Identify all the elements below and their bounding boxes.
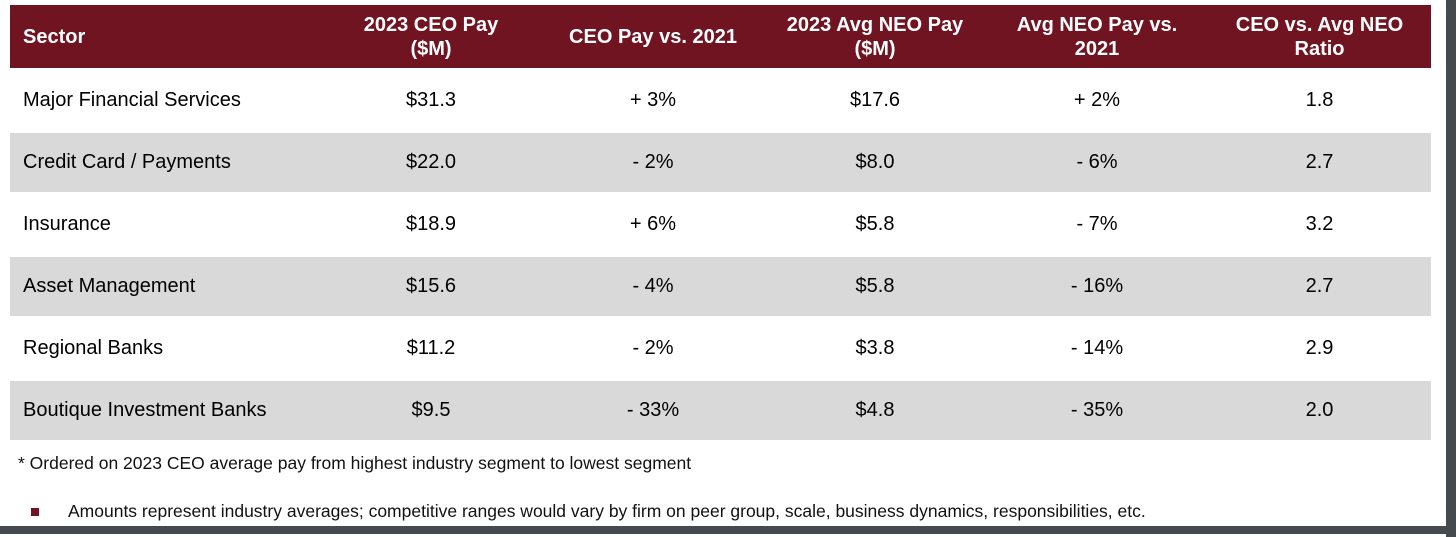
- cell-ceo-pay-change: + 3%: [629, 89, 677, 111]
- cell-ceo-pay: $9.5: [411, 399, 451, 421]
- table-row-boutique-investment-banks: Boutique Investment Banks $9.5 - 33% $4.…: [10, 381, 1431, 440]
- cell-neo-pay-change: - 14%: [1070, 337, 1124, 359]
- column-header-avg-neo-pay-vs-2021: Avg NEO Pay vs. 2021: [986, 5, 1208, 68]
- cell-ceo-pay-change: + 6%: [629, 213, 677, 235]
- cell-sector: Credit Card / Payments: [23, 151, 231, 173]
- cell-ratio: 3.2: [1305, 213, 1334, 235]
- cell-sector: Boutique Investment Banks: [23, 399, 267, 421]
- table-header-row: Sector 2023 CEO Pay ($M) CEO Pay vs. 202…: [10, 5, 1431, 68]
- cell-neo-pay: $17.6: [849, 89, 901, 111]
- cell-neo-pay-change: + 2%: [1073, 89, 1121, 111]
- column-header-label: 2023 CEO Pay: [363, 13, 499, 36]
- column-header-label: Avg NEO Pay vs.: [1016, 13, 1178, 36]
- cell-ceo-pay: $11.2: [406, 337, 456, 359]
- column-header-ceo-vs-avg-neo-ratio: CEO vs. Avg NEO Ratio: [1208, 5, 1431, 68]
- cell-ceo-pay: $15.6: [405, 275, 457, 297]
- cell-sector: Asset Management: [23, 275, 196, 297]
- cell-ratio: 2.9: [1305, 337, 1334, 359]
- cell-neo-pay: $8.0: [855, 151, 895, 173]
- cell-sector: Regional Banks: [23, 337, 164, 359]
- table-row-regional-banks: Regional Banks $11.2 - 2% $3.8 - 14% 2.9: [10, 319, 1431, 378]
- cell-sector: Major Financial Services: [23, 89, 241, 111]
- cell-neo-pay: $5.8: [855, 275, 895, 297]
- column-header-label: CEO vs. Avg NEO: [1235, 13, 1404, 36]
- cell-neo-pay: $3.8: [855, 337, 895, 359]
- cell-ratio: 1.8: [1305, 89, 1334, 111]
- cell-ceo-pay-change: - 4%: [632, 275, 674, 297]
- cell-ceo-pay: $18.9: [405, 213, 457, 235]
- column-header-2023-avg-neo-pay: 2023 Avg NEO Pay ($M): [764, 5, 986, 68]
- cell-neo-pay-change: - 7%: [1076, 213, 1118, 235]
- cell-neo-pay-change: - 16%: [1070, 275, 1124, 297]
- cell-neo-pay-change: - 35%: [1070, 399, 1124, 421]
- cell-neo-pay: $4.8: [855, 399, 895, 421]
- table-row-asset-management: Asset Management $15.6 - 4% $5.8 - 16% 2…: [10, 257, 1431, 316]
- bottom-edge-bar: [0, 526, 1456, 534]
- bullet-note-text: Amounts represent industry averages; com…: [68, 501, 1146, 521]
- table-row-major-financial-services: Major Financial Services $31.3 + 3% $17.…: [10, 71, 1431, 130]
- column-header-ceo-pay-vs-2021: CEO Pay vs. 2021: [542, 5, 764, 68]
- column-header-sector: Sector: [10, 5, 320, 68]
- ordering-footnote: * Ordered on 2023 CEO average pay from h…: [18, 453, 692, 473]
- ceo-pay-table: Sector 2023 CEO Pay ($M) CEO Pay vs. 202…: [10, 5, 1431, 440]
- column-header-2023-ceo-pay: 2023 CEO Pay ($M): [320, 5, 542, 68]
- cell-ratio: 2.7: [1305, 151, 1334, 173]
- column-header-label: 2021: [1074, 37, 1120, 60]
- column-header-label: Sector: [23, 25, 86, 48]
- cell-ratio: 2.7: [1305, 275, 1334, 297]
- cell-ratio: 2.0: [1305, 399, 1334, 421]
- cell-ceo-pay-change: - 2%: [632, 337, 674, 359]
- table-row-insurance: Insurance $18.9 + 6% $5.8 - 7% 3.2: [10, 195, 1431, 254]
- cell-neo-pay: $5.8: [855, 213, 895, 235]
- bullet-note-line: Amounts represent industry averages; com…: [31, 501, 1146, 522]
- square-bullet-icon: [31, 508, 39, 516]
- right-edge-bar: [1446, 0, 1456, 537]
- column-header-label: Ratio: [1294, 37, 1345, 60]
- cell-sector: Insurance: [23, 213, 111, 235]
- column-header-label: CEO Pay vs. 2021: [569, 25, 737, 48]
- cell-ceo-pay-change: - 2%: [632, 151, 674, 173]
- column-header-label: ($M): [410, 37, 452, 60]
- cell-neo-pay-change: - 6%: [1076, 151, 1118, 173]
- cell-ceo-pay-change: - 33%: [626, 399, 680, 421]
- column-header-label: ($M): [854, 37, 896, 60]
- table-row-credit-card-payments: Credit Card / Payments $22.0 - 2% $8.0 -…: [10, 133, 1431, 192]
- cell-ceo-pay: $31.3: [405, 89, 457, 111]
- column-header-label: 2023 Avg NEO Pay: [786, 13, 964, 36]
- cell-ceo-pay: $22.0: [405, 151, 457, 173]
